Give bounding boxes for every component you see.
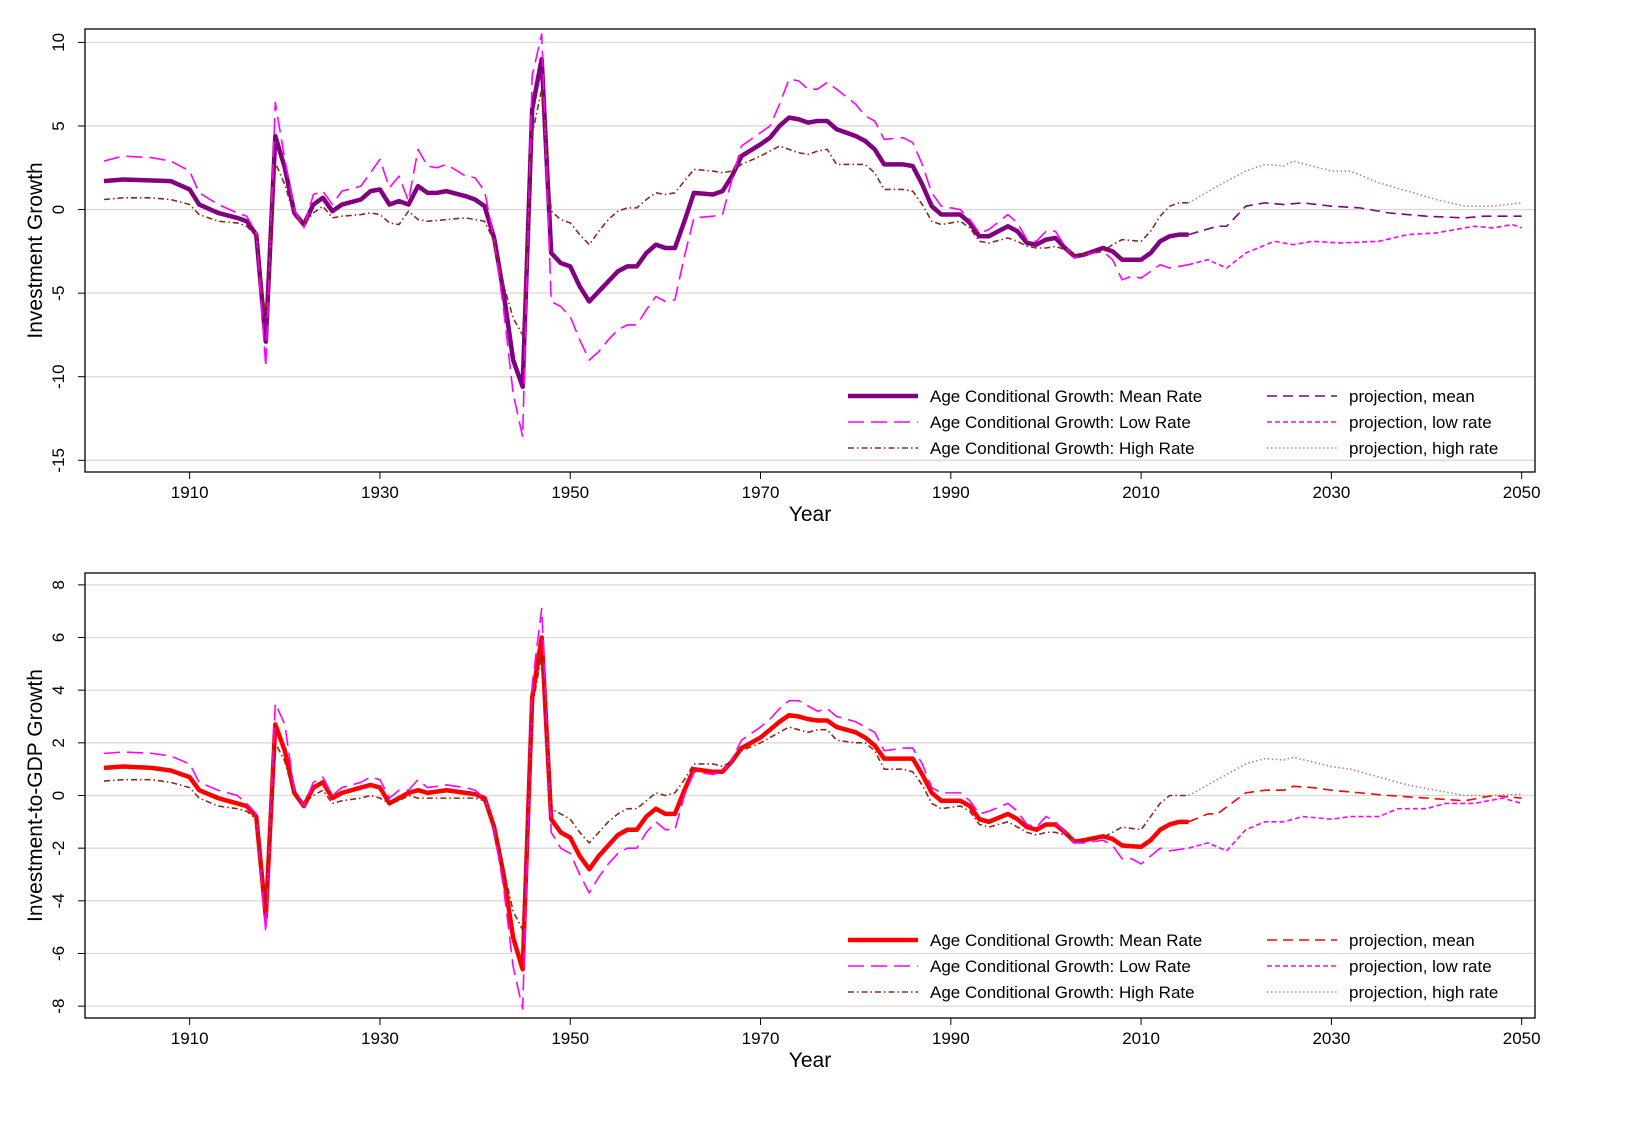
series-line <box>1188 223 1522 269</box>
x-tick-label: 2030 <box>1312 1029 1350 1048</box>
x-tick-label: 1950 <box>551 483 589 502</box>
legend-label: Age Conditional Growth: Mean Rate <box>930 387 1202 406</box>
legend-label: projection, mean <box>1349 931 1475 950</box>
x-tick-label: 1970 <box>742 483 780 502</box>
plot-frame <box>84 572 1536 1019</box>
y-tick-label: 4 <box>49 685 68 694</box>
series-line <box>103 56 1189 389</box>
x-tick-label: 1930 <box>361 1029 399 1048</box>
legend-label: Age Conditional Growth: High Rate <box>930 983 1195 1002</box>
plot-frame <box>84 28 1536 473</box>
series-line <box>1188 202 1522 236</box>
legend-label: projection, low rate <box>1349 413 1492 432</box>
x-tick-label: 1990 <box>932 1029 970 1048</box>
x-tick-label: 1970 <box>742 1029 780 1048</box>
y-tick-label: -15 <box>49 448 68 473</box>
y-axis-title: Investment Growth <box>24 162 47 338</box>
series-line <box>103 33 1189 438</box>
series-line <box>103 635 1189 972</box>
legend-label: Age Conditional Growth: Mean Rate <box>930 931 1202 950</box>
legend-label: projection, high rate <box>1349 439 1498 458</box>
x-tick-label: 2050 <box>1503 1029 1541 1048</box>
x-axis-title: Year <box>789 1049 831 1072</box>
y-tick-label: 0 <box>49 205 68 214</box>
legend-label: Age Conditional Growth: High Rate <box>930 439 1195 458</box>
y-tick-label: -5 <box>49 286 68 301</box>
series-line <box>103 607 1189 1010</box>
x-tick-label: 2030 <box>1312 483 1350 502</box>
series-line <box>103 652 1189 931</box>
x-axis-title: Year <box>789 503 831 526</box>
series-line <box>1188 785 1522 823</box>
y-axis-title: Investment-to-GDP Growth <box>24 669 47 922</box>
series-line <box>1188 160 1522 207</box>
x-tick-label: 2050 <box>1503 483 1541 502</box>
y-tick-label: -2 <box>49 841 68 856</box>
x-tick-label: 1910 <box>171 483 209 502</box>
series-line <box>1188 756 1522 797</box>
y-tick-label: -6 <box>49 946 68 961</box>
legend-label: Age Conditional Growth: Low Rate <box>930 957 1191 976</box>
y-tick-label: -4 <box>49 893 68 908</box>
x-tick-label: 2010 <box>1122 483 1160 502</box>
x-tick-label: 1930 <box>361 483 399 502</box>
y-tick-label: -10 <box>49 364 68 389</box>
x-tick-label: 1910 <box>171 1029 209 1048</box>
legend-label: projection, low rate <box>1349 957 1492 976</box>
y-tick-label: 8 <box>49 580 68 589</box>
x-tick-label: 1950 <box>551 1029 589 1048</box>
legend-label: Age Conditional Growth: Low Rate <box>930 413 1191 432</box>
y-tick-label: 5 <box>49 121 68 130</box>
y-tick-label: -8 <box>49 999 68 1014</box>
legend-label: projection, mean <box>1349 387 1475 406</box>
y-tick-label: 6 <box>49 633 68 642</box>
y-tick-label: 10 <box>49 33 68 52</box>
y-tick-label: 2 <box>49 738 68 747</box>
y-tick-label: 0 <box>49 791 68 800</box>
legend-label: projection, high rate <box>1349 983 1498 1002</box>
x-tick-label: 1990 <box>932 483 970 502</box>
x-tick-label: 2010 <box>1122 1029 1160 1048</box>
series-line <box>1188 797 1522 852</box>
